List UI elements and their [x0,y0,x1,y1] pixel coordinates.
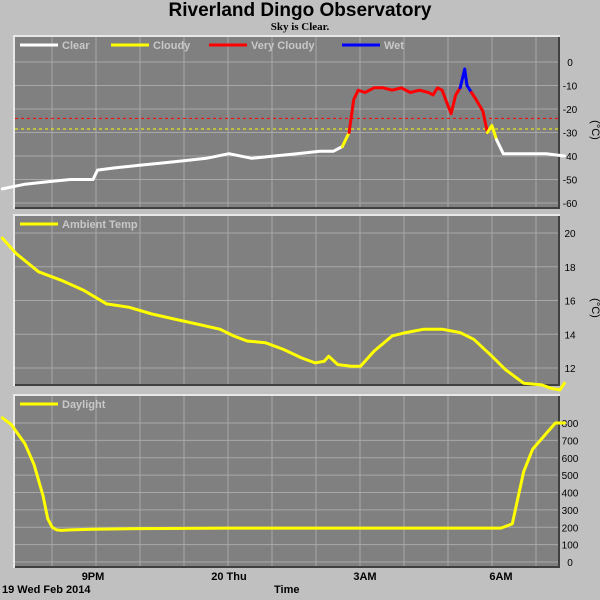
y-tick-label: 12 [564,364,576,375]
y-tick-label: 700 [562,436,579,447]
y-tick-label: -40 [563,152,578,163]
sky-temp-segment [495,138,566,158]
y-tick-label: 200 [562,523,579,534]
series-line-ambient-temp [0,236,566,392]
chart-title: Riverland Dingo Observatory [168,0,432,21]
x-tick-label: 3AM [353,571,376,583]
y-tick-label: 0 [567,558,573,569]
y-tick-label: 18 [564,263,576,274]
sky-temp-segment [485,124,498,142]
y-tick-label: 400 [562,489,579,500]
series-line-daylight [0,416,566,532]
y-tick-label: 800 [562,419,579,430]
x-tick-label: 20 Thu [211,571,246,583]
y-tick-label: 20 [564,229,576,240]
legend-label: Clear [62,40,90,52]
y-tick-label: -30 [563,129,578,140]
panel-ambient-temp: 20 18 16 14 12 Ambient Temp (°C) [0,214,600,392]
sky-temp-segment [0,145,344,191]
sky-temp-segment [470,91,489,134]
y-tick-label: -20 [563,105,578,116]
panel-sky: 0 -10 -20 -30 -40 -50 -60 Clear Cloudy Very Cloud… [0,35,600,210]
y-tick-label: 0 [567,58,573,69]
y-axis-unit-label: (°C) [589,298,600,318]
sky-temp-segment [340,131,351,149]
legend-label: Daylight [62,399,106,411]
y-tick-label: 14 [564,330,576,341]
legend-label: Very Cloudy [251,40,315,52]
y-axis-unit-label: (°C) [589,120,600,140]
plot-area [15,37,558,207]
y-tick-label: 600 [562,454,579,465]
x-axis-label: Time [274,584,300,596]
sky-status-subtitle: Sky is Clear. [270,21,330,33]
date-label: 19 Wed Feb 2014 [2,584,91,596]
y-tick-label: 300 [562,506,579,517]
legend-label: Cloudy [153,40,191,52]
panel-daylight: 800 700 600 500 400 300 200 100 0 Daylight [0,394,579,569]
legend-label: Ambient Temp [62,219,138,231]
y-tick-label: -60 [563,199,578,210]
legend-label: Wet [384,40,404,52]
y-tick-label: 100 [562,541,579,552]
y-tick-label: -10 [563,82,578,93]
sky-temp-segment [347,86,462,134]
y-tick-label: 16 [564,297,576,308]
x-tick-label: 6AM [489,571,512,583]
plot-area [15,396,558,566]
y-tick-label: 500 [562,471,579,482]
x-tick-label: 9PM [82,571,105,583]
sky-temp-segment [458,67,473,94]
y-tick-label: -50 [563,176,578,187]
